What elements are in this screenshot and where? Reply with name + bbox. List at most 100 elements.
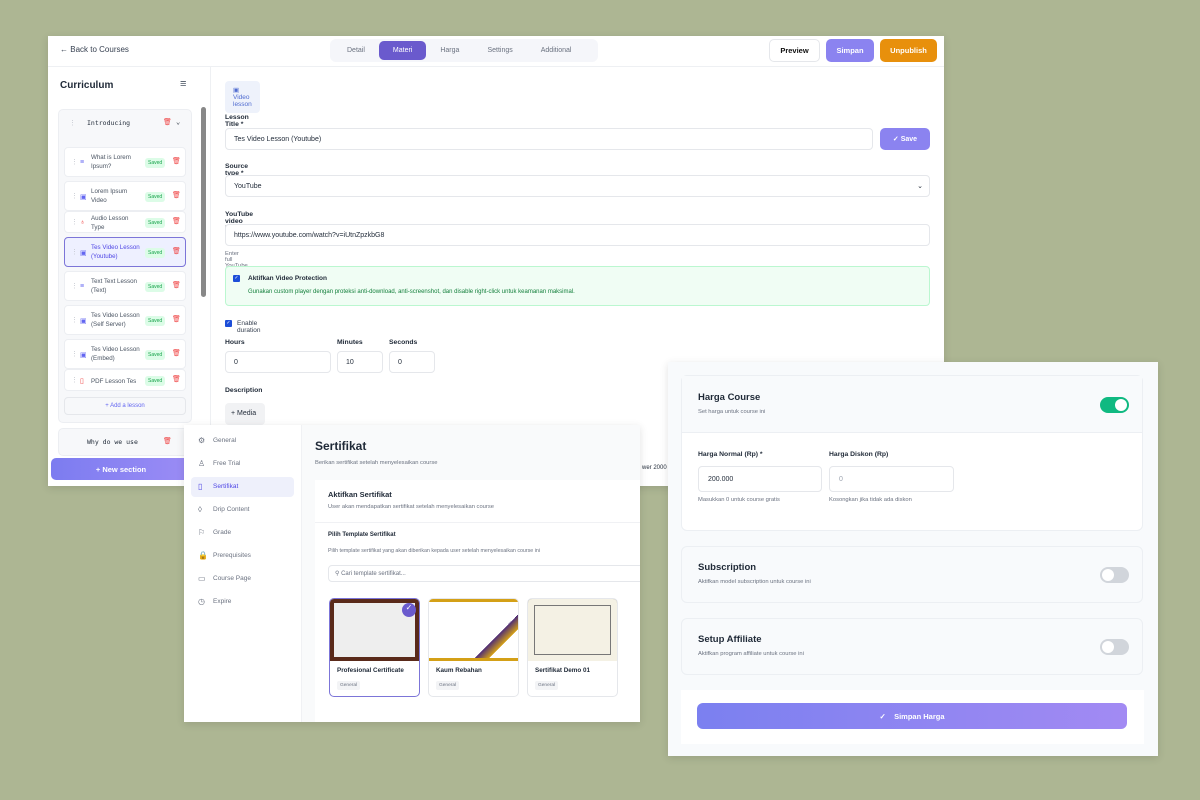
drag-handle-icon[interactable]: ⋮ <box>69 119 76 127</box>
saved-badge: Saved <box>145 350 166 360</box>
tab-settings[interactable]: Settings <box>487 47 513 54</box>
drag-handle-icon[interactable]: ⋮ <box>71 317 78 324</box>
template-tag: General <box>535 681 559 690</box>
sertifikat-subtitle: Berikan sertifikat setelah menyelesaikan… <box>315 460 438 466</box>
section-header: ⋮ Introducing 🗑 ⌄ <box>59 110 191 136</box>
trash-icon[interactable]: 🗑 <box>163 118 172 126</box>
template-card[interactable]: Kaum Rebahan General <box>428 598 519 697</box>
simpan-harga-button[interactable]: ✓ Simpan Harga <box>697 703 1127 729</box>
trash-icon[interactable]: 🗑 <box>163 437 172 445</box>
trash-icon[interactable]: 🗑 <box>172 158 181 165</box>
lesson-item[interactable]: ⋮ ≡ What is Lorem Ipsum? Saved 🗑 <box>64 147 186 177</box>
tab-detail[interactable]: Detail <box>347 47 365 54</box>
nav-label: Expire <box>213 598 232 605</box>
trash-icon[interactable]: 🗑 <box>172 376 181 383</box>
trash-icon[interactable]: 🗑 <box>172 192 181 199</box>
settings-nav-free-trial[interactable]: ♙ Free Trial <box>191 454 294 474</box>
card-header <box>682 376 1142 433</box>
nav-icon: 🔒 <box>198 551 208 560</box>
settings-nav-course-page[interactable]: ▭ Course Page <box>191 569 294 589</box>
back-to-courses-link[interactable]: ← Back to Courses <box>60 45 129 54</box>
drag-handle-icon[interactable]: ⋮ <box>71 249 78 256</box>
saved-badge: Saved <box>145 192 166 202</box>
lesson-item[interactable]: ⋮ ▣ Tes Video Lesson (Self Server) Saved 🗑 <box>64 305 186 335</box>
preview-button[interactable]: Preview <box>769 39 820 62</box>
tab-additional[interactable]: Additional <box>540 47 572 54</box>
section-title: Introducing <box>87 119 131 127</box>
duration-checkbox[interactable]: ✓ <box>225 320 232 327</box>
source-type-label: Source type * <box>225 163 249 177</box>
tab-harga[interactable]: Harga <box>440 47 460 54</box>
harga-course-card: Harga Course Set harga untuk course ini … <box>681 375 1143 531</box>
sertifikat-card: Aktifkan Sertifikat User akan mendapatka… <box>315 480 640 722</box>
settings-nav: ⚙ General ♙ Free Trial ▯ Sertifikat ◊ Drip Cont… <box>184 425 302 722</box>
settings-nav-general[interactable]: ⚙ General <box>191 431 294 451</box>
scrollbar[interactable] <box>201 107 206 297</box>
drag-handle-icon[interactable]: ⋮ <box>71 193 78 200</box>
drag-handle-icon[interactable]: ⋮ <box>71 283 78 290</box>
harga-toggle[interactable] <box>1100 397 1129 413</box>
drag-handle-icon[interactable]: ⋮ <box>71 219 78 226</box>
chevron-down-icon[interactable]: ⌄ <box>176 118 181 126</box>
protection-checkbox[interactable]: ✓ <box>233 275 240 282</box>
drag-handle-icon[interactable]: ⋮ <box>71 351 78 358</box>
protection-desc: Gunakan custom player dengan proteksi an… <box>248 289 575 295</box>
activate-title: Aktifkan Sertifikat <box>328 490 392 499</box>
settings-nav-prerequisites[interactable]: 🔒 Prerequisites <box>191 546 294 566</box>
seconds-input[interactable]: 0 <box>389 351 435 373</box>
pdf-icon: ▯ <box>80 378 84 385</box>
subscription-toggle[interactable] <box>1100 567 1129 583</box>
saved-badge: Saved <box>145 248 166 258</box>
trash-icon[interactable]: 🗑 <box>172 248 181 255</box>
lesson-item[interactable]: ⋮ ▣ Tes Video Lesson (Youtube) Saved 🗑 <box>64 237 186 267</box>
lesson-item[interactable]: ⋮ ▣ Tes Video Lesson (Embed) Saved 🗑 <box>64 339 186 369</box>
settings-nav-drip-content[interactable]: ◊ Drip Content <box>191 500 294 520</box>
settings-nav-sertifikat[interactable]: ▯ Sertifikat <box>191 477 294 497</box>
save-footer: ✓ Simpan Harga <box>681 690 1144 744</box>
trash-icon[interactable]: 🗑 <box>172 282 181 289</box>
harga-title: Harga Course <box>698 392 761 403</box>
nav-label: Prerequisites <box>213 552 251 559</box>
lesson-item[interactable]: ⋮ ≡ Text Text Lesson (Text) Saved 🗑 <box>64 271 186 301</box>
video-icon: ▣ <box>80 318 87 325</box>
trash-icon[interactable]: 🗑 <box>172 316 181 323</box>
subscription-desc: Aktifkan model subscription untuk course… <box>698 579 811 585</box>
harga-normal-input[interactable]: 200.000 <box>698 466 822 492</box>
add-lesson-button[interactable]: + Add a lesson <box>64 397 186 415</box>
youtube-url-input[interactable]: https://www.youtube.com/watch?v=iUtnZpzk… <box>225 224 930 246</box>
simpan-button[interactable]: Simpan <box>826 39 874 62</box>
source-type-select[interactable]: YouTube ⌄ <box>225 175 930 197</box>
save-lesson-button[interactable]: ✓ Save <box>880 128 930 150</box>
lesson-item[interactable]: ⋮ ▯ PDF Lesson Tes Saved 🗑 <box>64 369 186 391</box>
simpan-harga-label: Simpan Harga <box>894 712 945 721</box>
video-protection-box: ✓ Aktifkan Video Protection Gunakan cust… <box>225 266 930 306</box>
lesson-title-input[interactable]: Tes Video Lesson (Youtube) <box>225 128 873 150</box>
description-label: Description <box>225 387 263 394</box>
nav-icon: ⚙ <box>198 436 206 445</box>
lesson-type-chip: ▣ Video lesson <box>225 81 260 113</box>
harga-diskon-input[interactable]: 0 <box>829 466 954 492</box>
drag-handle-icon[interactable]: ⋮ <box>71 377 78 384</box>
minutes-input[interactable]: 10 <box>337 351 383 373</box>
trash-icon[interactable]: 🗑 <box>172 218 181 225</box>
trash-icon[interactable]: 🗑 <box>172 350 181 357</box>
template-card[interactable]: Sertifikat Demo 01 General <box>527 598 618 697</box>
template-search-input[interactable]: ⚲ Cari template sertifikat... <box>328 565 640 582</box>
chevron-down-icon: ⌄ <box>917 183 923 190</box>
new-section-button[interactable]: + New section <box>51 458 191 480</box>
subscription-title: Subscription <box>698 562 757 573</box>
drag-handle-icon[interactable]: ⋮ <box>71 159 78 166</box>
tab-materi[interactable]: Materi <box>378 41 427 60</box>
add-media-button[interactable]: + Media <box>225 403 265 425</box>
affiliate-toggle[interactable] <box>1100 639 1129 655</box>
menu-icon[interactable]: ≡ <box>180 78 187 90</box>
template-card[interactable]: ✓ Profesional Certificate General <box>329 598 420 697</box>
nav-icon: ♙ <box>198 459 206 468</box>
hours-input[interactable]: 0 <box>225 351 331 373</box>
section-header[interactable]: Why do we use 🗑 <box>59 429 191 455</box>
lesson-item[interactable]: ⋮ ♁ Audio Lesson Type Saved 🗑 <box>64 211 186 233</box>
settings-nav-expire[interactable]: ◷ Expire <box>191 592 294 612</box>
lesson-item[interactable]: ⋮ ▣ Lorem Ipsum Video Saved 🗑 <box>64 181 186 211</box>
unpublish-button[interactable]: Unpublish <box>880 39 937 62</box>
settings-nav-grade[interactable]: ⚐ Grade <box>191 523 294 543</box>
